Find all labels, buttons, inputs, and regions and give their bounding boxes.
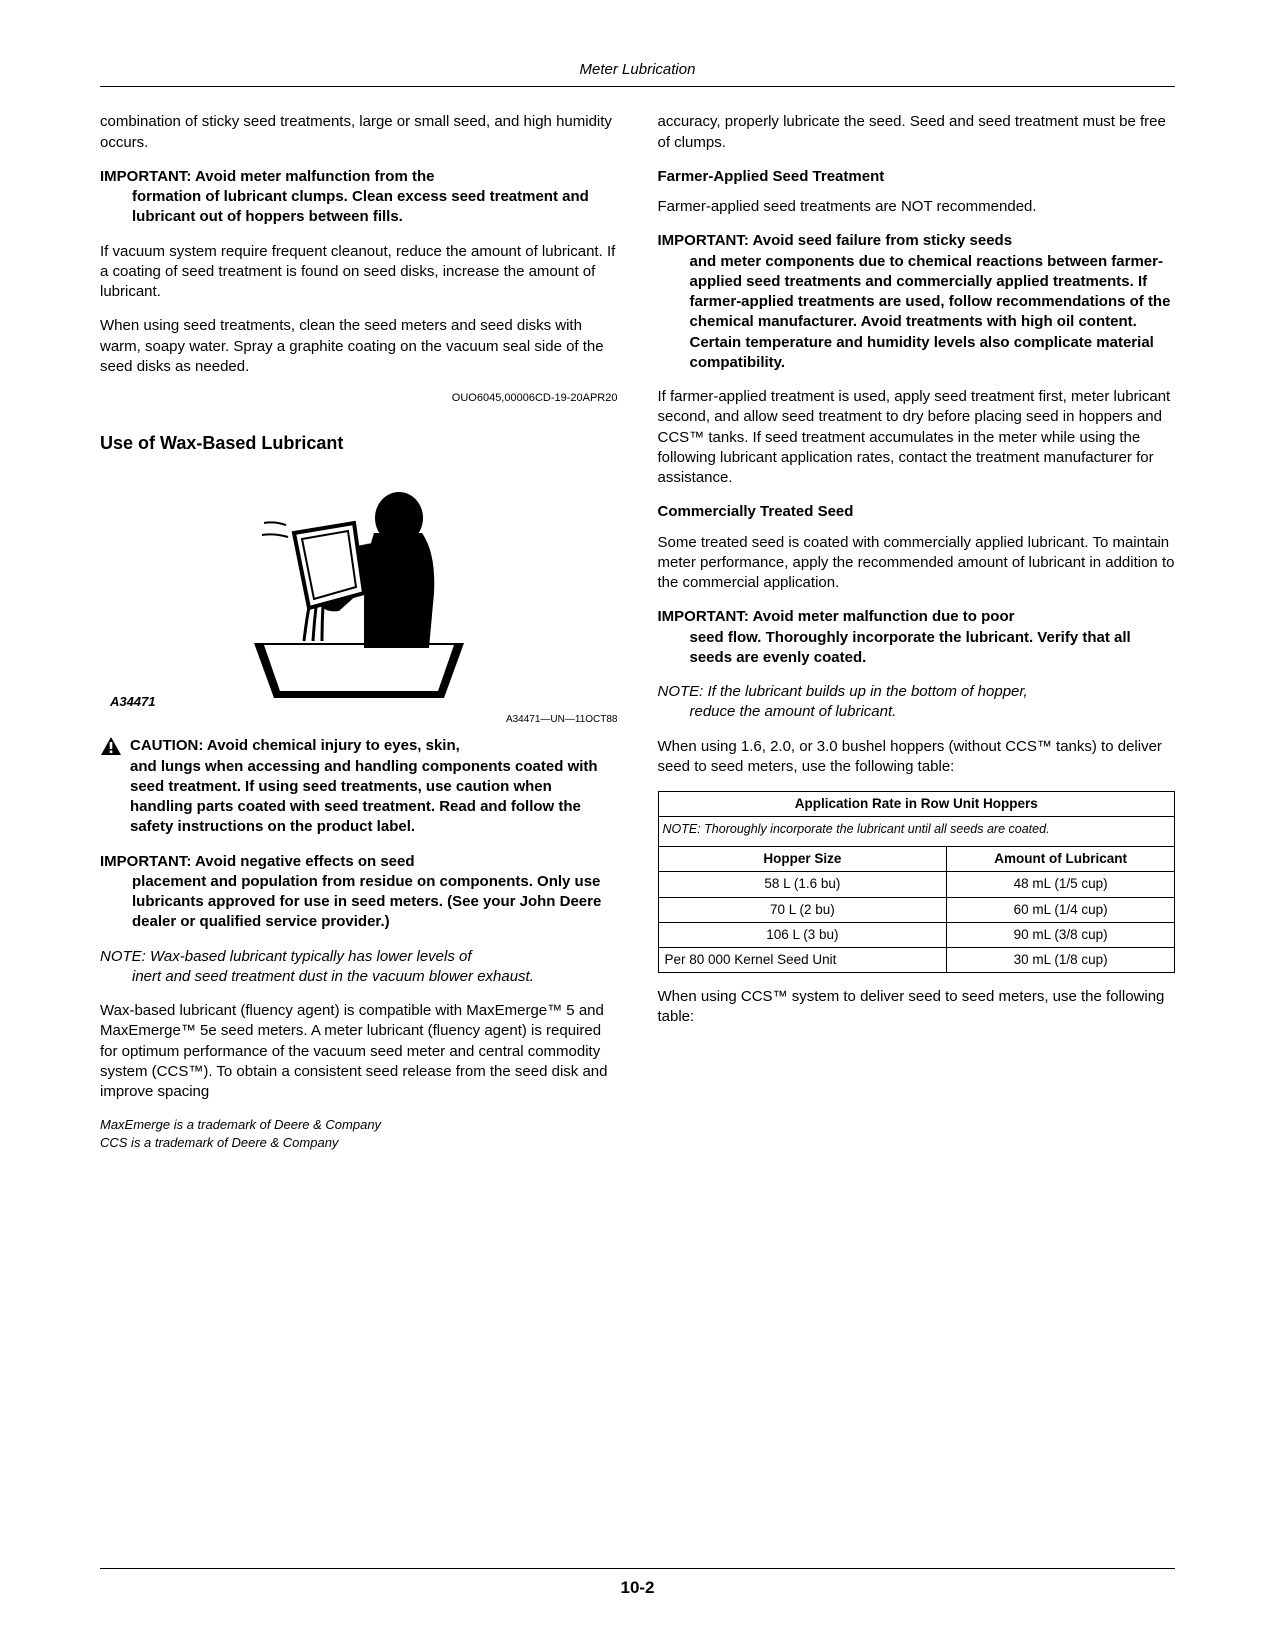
paragraph: combination of sticky seed treatments, l…: [100, 112, 618, 153]
table-cell: 48 mL (1/5 cup): [947, 872, 1175, 897]
reference-code: OUO6045,00006CD-19-20APR20: [100, 391, 618, 406]
important-label: IMPORTANT:: [100, 168, 195, 185]
important-indent: placement and population from residue on…: [100, 872, 618, 933]
column-header: Amount of Lubricant: [947, 847, 1175, 872]
important-indent: and meter components due to chemical rea…: [658, 252, 1176, 374]
important-text: Avoid negative effects on seed: [195, 853, 415, 870]
note-first-line: NOTE: Wax-based lubricant typically has …: [100, 948, 472, 965]
content-columns: combination of sticky seed treatments, l…: [100, 112, 1175, 1151]
important-indent: formation of lubricant clumps. Clean exc…: [100, 187, 618, 228]
table-row: 58 L (1.6 bu) 48 mL (1/5 cup): [658, 872, 1175, 897]
column-header: Hopper Size: [658, 847, 947, 872]
note-first-line: NOTE: If the lubricant builds up in the …: [658, 683, 1028, 700]
person-pouring-illustration: [224, 473, 494, 703]
table-row: Per 80 000 Kernel Seed Unit 30 mL (1/8 c…: [658, 947, 1175, 972]
sub-heading: Farmer-Applied Seed Treatment: [658, 167, 1176, 187]
table-cell: 90 mL (3/8 cup): [947, 922, 1175, 947]
important-label: IMPORTANT:: [658, 608, 753, 625]
lubricant-table: Application Rate in Row Unit Hoppers NOT…: [658, 791, 1176, 973]
paragraph: When using seed treatments, clean the se…: [100, 316, 618, 377]
note-indent: inert and seed treatment dust in the vac…: [100, 967, 618, 987]
important-block: IMPORTANT: Avoid meter malfunction from …: [100, 167, 618, 228]
page-footer: 10-2: [100, 1568, 1175, 1600]
trademark-notices: MaxEmerge is a trademark of Deere & Comp…: [100, 1116, 618, 1151]
paragraph: accuracy, properly lubricate the seed. S…: [658, 112, 1176, 153]
table-cell: 58 L (1.6 bu): [658, 872, 947, 897]
table-note: NOTE: Thoroughly incorporate the lubrica…: [658, 817, 1175, 847]
caution-rest: and lungs when accessing and handling co…: [130, 758, 598, 836]
page-number: 10-2: [620, 1578, 654, 1597]
caution-block: CAUTION: Avoid chemical injury to eyes, …: [100, 736, 618, 837]
note-block: NOTE: If the lubricant builds up in the …: [658, 682, 1176, 723]
caution-first-line: CAUTION: Avoid chemical injury to eyes, …: [130, 737, 460, 754]
important-label: IMPORTANT:: [658, 232, 753, 249]
caution-text: CAUTION: Avoid chemical injury to eyes, …: [130, 736, 618, 837]
table-cell: 106 L (3 bu): [658, 922, 947, 947]
note-indent: reduce the amount of lubricant.: [658, 702, 1176, 722]
important-text: Avoid seed failure from sticky seeds: [753, 232, 1013, 249]
trademark-line: MaxEmerge is a trademark of Deere & Comp…: [100, 1116, 618, 1134]
warning-icon: [100, 736, 122, 837]
important-block: IMPORTANT: Avoid meter malfunction due t…: [658, 607, 1176, 668]
table-row: 70 L (2 bu) 60 mL (1/4 cup): [658, 897, 1175, 922]
paragraph: When using CCS™ system to deliver seed t…: [658, 987, 1176, 1028]
paragraph: Wax-based lubricant (fluency agent) is c…: [100, 1001, 618, 1102]
table-cell: 60 mL (1/4 cup): [947, 897, 1175, 922]
section-heading: Use of Wax-Based Lubricant: [100, 431, 618, 455]
important-indent: seed flow. Thoroughly incorporate the lu…: [658, 628, 1176, 669]
important-block: IMPORTANT: Avoid negative effects on see…: [100, 852, 618, 933]
table-title: Application Rate in Row Unit Hoppers: [658, 792, 1175, 817]
page-header: Meter Lubrication: [100, 60, 1175, 87]
paragraph: If vacuum system require frequent cleano…: [100, 242, 618, 303]
important-block: IMPORTANT: Avoid seed failure from stick…: [658, 231, 1176, 373]
table-cell: Per 80 000 Kernel Seed Unit: [658, 947, 947, 972]
header-title: Meter Lubrication: [580, 61, 696, 78]
left-column: combination of sticky seed treatments, l…: [100, 112, 618, 1151]
note-block: NOTE: Wax-based lubricant typically has …: [100, 947, 618, 988]
figure: [100, 473, 618, 709]
paragraph: When using 1.6, 2.0, or 3.0 bushel hoppe…: [658, 737, 1176, 778]
paragraph: Farmer-applied seed treatments are NOT r…: [658, 197, 1176, 217]
paragraph: If farmer-applied treatment is used, app…: [658, 387, 1176, 488]
important-text: Avoid meter malfunction due to poor: [753, 608, 1015, 625]
table-cell: 30 mL (1/8 cup): [947, 947, 1175, 972]
right-column: accuracy, properly lubricate the seed. S…: [658, 112, 1176, 1151]
important-text: Avoid meter malfunction from the: [195, 168, 434, 185]
important-label: IMPORTANT:: [100, 853, 195, 870]
sub-heading: Commercially Treated Seed: [658, 502, 1176, 522]
table-cell: 70 L (2 bu): [658, 897, 947, 922]
paragraph: Some treated seed is coated with commerc…: [658, 533, 1176, 594]
trademark-line: CCS is a trademark of Deere & Company: [100, 1134, 618, 1152]
table-row: 106 L (3 bu) 90 mL (3/8 cup): [658, 922, 1175, 947]
figure-reference: A34471—UN—11OCT88: [100, 713, 618, 727]
